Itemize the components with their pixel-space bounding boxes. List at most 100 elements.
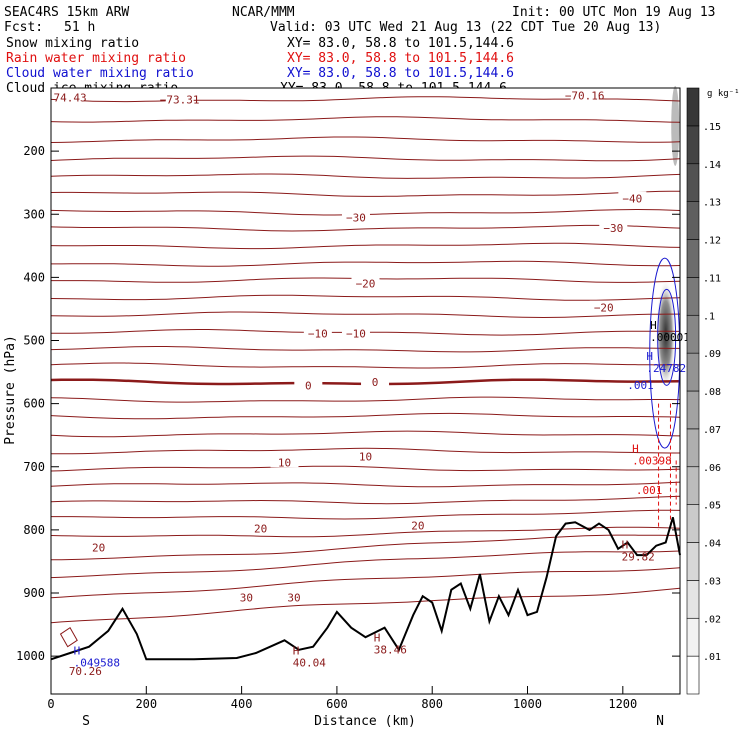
y-tick-label: 300 — [23, 207, 45, 221]
colorbar-segment — [686, 87, 700, 127]
x-tick-label: 200 — [135, 697, 157, 711]
temperature-contour — [50, 465, 681, 472]
extremum-marker: H — [374, 632, 381, 645]
colorbar-level: .14 — [703, 160, 721, 171]
contour-label-bg — [570, 88, 599, 101]
extremum-marker: H — [632, 442, 639, 455]
extremum-value: .00398 — [632, 454, 672, 467]
temperature-contour-label: −10 — [308, 328, 328, 341]
forecast-hours: 51 h — [64, 20, 95, 35]
moisture-contours — [59, 257, 681, 648]
colorbar-level: .04 — [703, 539, 721, 550]
endpoint-south: S — [82, 714, 90, 729]
temperature-contour — [50, 190, 680, 197]
colorbar-level: .09 — [703, 349, 721, 360]
temperature-contour — [50, 294, 681, 301]
extremum-marker: H — [646, 350, 653, 363]
temperature-contour — [50, 447, 680, 455]
extremum-value: .247829 — [646, 362, 692, 375]
contour-label-bg — [232, 590, 261, 603]
contour-label-bg — [270, 455, 299, 468]
colorbar-segment — [686, 617, 700, 657]
temperature-contour-label: 20 — [254, 523, 267, 536]
colorbar-unit: g kg⁻¹ — [707, 89, 740, 99]
colorbar-level: .02 — [703, 614, 721, 625]
temperature-contour-label: −10 — [346, 328, 366, 341]
valid-time: Valid: 03 UTC Wed 21 Aug 13 (22 CDT Tue … — [270, 20, 661, 35]
extremum-marker: H — [650, 319, 657, 332]
y-tick-label: 400 — [23, 270, 45, 284]
colorbar-segment — [686, 201, 700, 240]
colorbar-level: .06 — [703, 463, 721, 474]
temperature-contour — [50, 155, 681, 162]
colorbar-segment — [686, 125, 700, 165]
contour-label-bg — [403, 518, 432, 531]
contour-label-bg — [589, 300, 618, 313]
temperature-contour — [50, 481, 681, 488]
temperature-contour-label: −40 — [622, 192, 642, 205]
extremum-value: .001 — [627, 379, 654, 392]
colorbar-segment — [686, 655, 700, 695]
field-snow-name: Snow mixing ratio — [6, 36, 139, 51]
temperature-contour — [50, 173, 681, 179]
temperature-contour-label: 20 — [92, 542, 105, 555]
colorbar-level: .01 — [703, 652, 721, 663]
contour-label-bg — [165, 92, 194, 105]
temperature-contour — [50, 136, 681, 143]
colorbar-segment — [686, 352, 700, 392]
temperature-contour — [50, 116, 681, 123]
extremum-marker: H — [74, 644, 81, 657]
temperature-contour-label: 0 — [372, 376, 379, 389]
contour-label-bg — [280, 590, 309, 603]
y-tick-label: 900 — [23, 586, 45, 600]
colorbar-level: .05 — [703, 501, 721, 512]
y-tick-label: 700 — [23, 460, 45, 474]
y-axis-label: Pressure (hPa) — [3, 335, 18, 445]
temperature-contour — [50, 526, 681, 538]
center-title: NCAR/MMM — [232, 5, 295, 20]
temperature-contour-label: −70.16 — [565, 90, 605, 103]
contour-label-bg — [294, 378, 323, 391]
x-axis-label: Distance (km) — [314, 714, 416, 729]
contour-label-bg — [303, 326, 332, 339]
forecast-label: Fcst: — [4, 20, 43, 35]
x-axis: 0 200 400 600 800 1000 1200 — [47, 686, 637, 711]
temperature-contour — [50, 412, 681, 420]
colorbar-segment — [686, 277, 700, 316]
extremum-value: .000018 — [650, 331, 696, 344]
temperature-contour — [50, 242, 681, 250]
colorbar-level: .12 — [703, 236, 721, 247]
extremum-value: .049588 — [74, 656, 120, 669]
temperature-contour-label: 20 — [411, 519, 424, 532]
temperature-contour — [50, 311, 680, 319]
colorbar-segment — [686, 239, 700, 278]
x-tick-label: 400 — [231, 697, 253, 711]
colorbar-level: .13 — [703, 198, 721, 209]
colorbar-level: .07 — [703, 425, 721, 436]
temperature-contour — [50, 430, 681, 438]
contour-label-bg — [618, 191, 647, 204]
contour-label-bg — [341, 210, 370, 223]
colorbar: .01 .02 .03 .04 .05 .06 .07 .08 .09 .1 .11 .12 .13 .1… — [686, 87, 721, 695]
contour-label-bg — [351, 449, 380, 462]
extremum-value: 40.04 — [293, 656, 326, 669]
temperature-contour-label: 10 — [359, 451, 372, 464]
field-cloudwater-name: Cloud water mixing ratio — [6, 66, 194, 81]
colorbar-segment — [686, 163, 700, 202]
extremum-value: .001 — [636, 484, 663, 497]
temperature-contour — [50, 534, 680, 561]
x-tick-label: 800 — [421, 697, 443, 711]
x-tick-label: 1200 — [608, 697, 637, 711]
temperature-contour — [50, 362, 680, 369]
plot-border — [50, 87, 681, 695]
colorbar-level: .08 — [703, 387, 721, 398]
contour-labels: −73.31 −70.16 74.43 −40 −30 −30 −20 −20 −10 −10 0 0… — [53, 88, 647, 604]
colorbar-segment — [686, 428, 700, 468]
extremum-marker: H — [622, 538, 629, 551]
plot-area: −73.31 −70.16 74.43 −40 −30 −30 −20 −20 −10 −10 0 0… — [50, 85, 697, 695]
extrema-labels: H29.82H40.04H38.46H.04958870.26H.000018H… — [69, 319, 697, 678]
colorbar-segment — [686, 504, 700, 543]
y-tick-label: 1000 — [16, 649, 45, 663]
contour-label-bg — [351, 276, 380, 289]
